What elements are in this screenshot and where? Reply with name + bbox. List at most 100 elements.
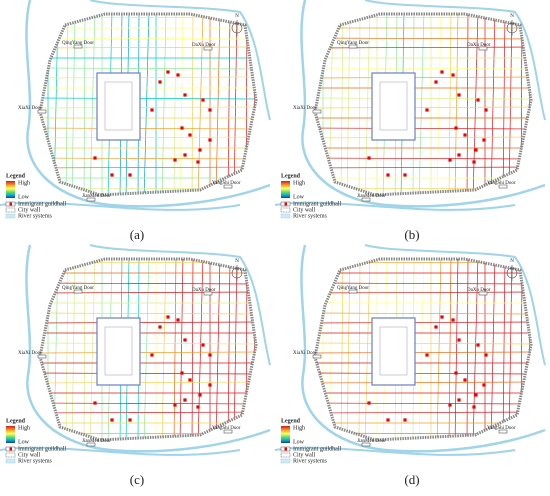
- road: [315, 291, 531, 294]
- palace-inner: [379, 81, 408, 131]
- guildhall: [180, 126, 184, 130]
- legend-high: High: [293, 425, 305, 431]
- road: [315, 67, 531, 70]
- legend-wall: City wall: [293, 207, 315, 213]
- guildhall: [173, 158, 177, 162]
- road-network: [40, 259, 256, 440]
- palace-inner: [104, 326, 133, 376]
- road: [227, 14, 231, 195]
- road: [454, 259, 459, 440]
- legend-wall-icon: [280, 207, 291, 213]
- legend-river-icon: [280, 458, 291, 464]
- legend-guildhall-dot: [9, 447, 12, 451]
- road: [40, 321, 256, 324]
- panel-label: (b): [404, 227, 419, 242]
- road: [315, 381, 531, 384]
- road: [508, 259, 513, 440]
- guildhall: [472, 405, 476, 409]
- legend-river-icon: [5, 458, 16, 464]
- road: [490, 14, 496, 195]
- road: [65, 14, 69, 195]
- guildhall: [166, 315, 170, 319]
- guildhall: [150, 353, 154, 357]
- road: [315, 16, 531, 19]
- guildhall: [180, 371, 184, 375]
- guildhall: [208, 138, 212, 142]
- road: [40, 351, 256, 354]
- guildhall: [183, 93, 187, 97]
- road: [197, 14, 204, 195]
- legend-title: Legend: [281, 418, 301, 424]
- road: [173, 14, 177, 195]
- compass-label: N: [235, 14, 239, 19]
- road: [315, 166, 531, 169]
- road: [315, 282, 531, 285]
- door-label: JianMen Door: [357, 194, 386, 199]
- river: [25, 244, 271, 453]
- road: [315, 157, 531, 160]
- guildhall: [454, 371, 458, 375]
- legend-title: Legend: [281, 173, 301, 179]
- guildhall: [448, 403, 452, 407]
- legend-wall: City wall: [18, 452, 40, 458]
- guildhall: [110, 173, 114, 177]
- legend-guildhall: Immigrant guildhall: [293, 201, 341, 207]
- legend-river: River systems: [293, 458, 327, 464]
- legend-title: Legend: [6, 173, 26, 179]
- door-label: XiaXi Door: [18, 351, 42, 356]
- map-panel: QingYang Door DaXu Door XiaXi Door JianMen …: [0, 244, 271, 487]
- guildhall: [201, 343, 205, 347]
- door-label: YangShi Door: [487, 181, 516, 186]
- road: [40, 312, 256, 315]
- river: [274, 446, 516, 456]
- legend-wall-icon: [280, 452, 291, 458]
- legend-high: High: [293, 180, 305, 186]
- legend-low: Low: [18, 194, 30, 200]
- road: [315, 76, 531, 79]
- guildhall: [457, 398, 461, 402]
- door: [73, 289, 83, 294]
- guildhall: [476, 98, 480, 102]
- road: [454, 14, 459, 195]
- river: [0, 201, 241, 211]
- legend-river: River systems: [18, 458, 52, 464]
- road: [83, 14, 86, 195]
- legend-river-icon: [280, 213, 291, 219]
- road: [315, 127, 531, 130]
- legend-guildhall-dot: [284, 447, 287, 451]
- legend-river-icon: [5, 213, 16, 219]
- road: [315, 261, 531, 264]
- guildhall: [128, 418, 132, 422]
- guildhall: [201, 98, 205, 102]
- guildhall: [196, 405, 200, 409]
- door-label: DaXu Door: [192, 43, 216, 48]
- road: [418, 259, 425, 440]
- road: [40, 46, 256, 49]
- road: [40, 291, 256, 294]
- guildhall: [434, 80, 438, 84]
- guildhall: [434, 325, 438, 329]
- map-panel: QingYang Door DaXu Door XiaXi Door JianMen …: [0, 0, 271, 242]
- door-label: QingYang Door: [62, 286, 94, 291]
- road: [358, 259, 361, 440]
- door: [361, 197, 371, 202]
- panel-label: (d): [404, 472, 419, 487]
- door: [37, 109, 47, 114]
- road: [508, 14, 513, 195]
- river: [25, 0, 271, 208]
- guildhall: [196, 160, 200, 164]
- door: [37, 354, 47, 359]
- legend-title: Legend: [6, 418, 26, 424]
- compass-label: N: [510, 259, 514, 264]
- road: [346, 14, 351, 195]
- city-wall: [313, 257, 533, 442]
- road: [40, 402, 256, 405]
- road: [215, 259, 221, 440]
- road: [89, 14, 96, 195]
- road: [448, 14, 452, 195]
- legend-wall: City wall: [18, 207, 40, 213]
- road: [40, 127, 256, 130]
- road: [315, 46, 531, 49]
- guildhall: [448, 158, 452, 162]
